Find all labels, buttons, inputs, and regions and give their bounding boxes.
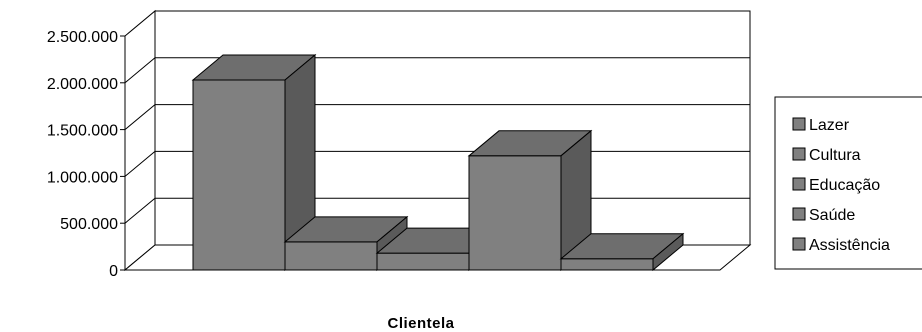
y-tick-label: 1.000.000 xyxy=(47,169,118,186)
legend-label: Cultura xyxy=(809,147,861,164)
y-tick-label: 2.500.000 xyxy=(47,29,118,46)
legend-swatch xyxy=(792,177,806,191)
bars xyxy=(191,53,685,272)
gridline xyxy=(124,104,750,130)
bar-front xyxy=(192,79,286,271)
y-tick-label: 0 xyxy=(109,263,118,280)
legend-label: Lazer xyxy=(809,117,850,134)
x-axis-title: Clientela xyxy=(387,315,454,332)
legend-label: Assistência xyxy=(809,237,890,254)
bar-front xyxy=(560,258,654,271)
legend: Lazer Cultura Educação Saúde Assistência xyxy=(774,96,922,270)
bar-front xyxy=(376,252,470,271)
y-tick-label: 2.000.000 xyxy=(47,76,118,93)
y-tick-label: 500.000 xyxy=(60,216,118,233)
legend-item: Saúde xyxy=(792,207,855,224)
legend-swatch xyxy=(792,117,806,131)
bar xyxy=(191,53,317,272)
legend-swatch xyxy=(792,147,806,161)
legend-item: Lazer xyxy=(792,117,850,134)
legend-label: Saúde xyxy=(809,207,855,224)
gridline xyxy=(124,57,750,84)
bar xyxy=(467,129,593,272)
side-wall xyxy=(124,9,156,272)
y-tick-labels: 0 500.000 1.000.000 1.500.000 2.000.000 2.500… xyxy=(47,29,118,280)
legend-item: Assistência xyxy=(792,237,890,254)
bar-front xyxy=(468,155,562,271)
legend-item: Educação xyxy=(792,177,880,194)
legend-swatch xyxy=(792,207,806,221)
legend-swatch xyxy=(792,237,806,251)
legend-label: Educação xyxy=(809,177,880,194)
y-tick-label: 1.500.000 xyxy=(47,123,118,140)
bar-side xyxy=(652,232,684,272)
bar xyxy=(559,232,685,272)
bar-front xyxy=(284,241,378,271)
legend-item: Cultura xyxy=(792,147,861,164)
